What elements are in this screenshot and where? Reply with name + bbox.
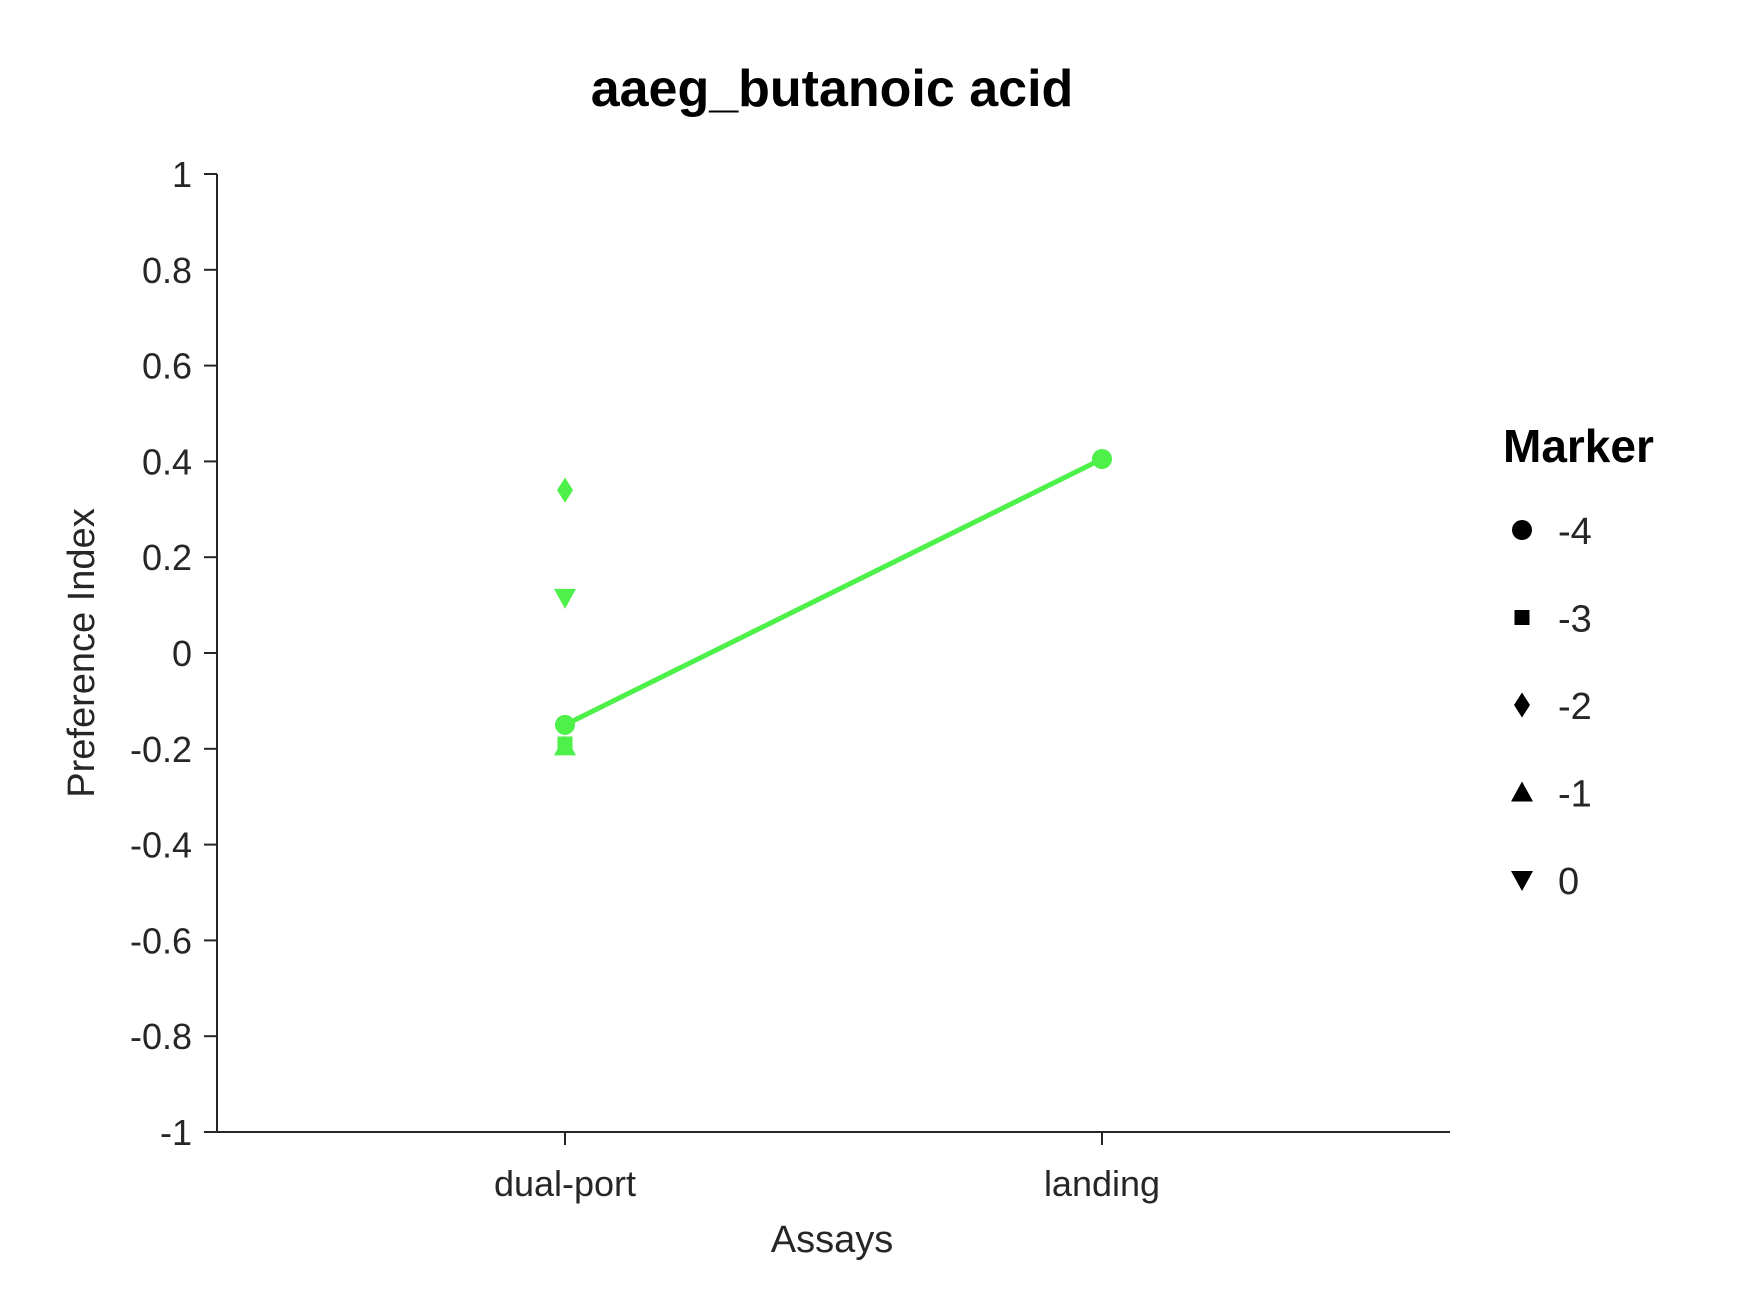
y-tick-label: 0 bbox=[172, 633, 192, 674]
legend-marker-diamond bbox=[1514, 692, 1530, 718]
legend-title: Marker bbox=[1503, 420, 1654, 472]
x-axis-label: Assays bbox=[771, 1219, 893, 1261]
legend-label: -3 bbox=[1558, 599, 1592, 641]
y-axis-label: Preference Index bbox=[61, 508, 103, 797]
data-point-diamond bbox=[557, 477, 573, 503]
legend-label: -4 bbox=[1558, 511, 1592, 553]
axes: 1 0.8 0.6 0.4 0.2 0 -0.2 -0.4 -0.6 -0.8 -1 dual-por… bbox=[130, 154, 1450, 1204]
chart-title: aaeg_butanoic acid bbox=[591, 60, 1074, 118]
y-tick-label: -0.6 bbox=[130, 920, 192, 961]
series bbox=[554, 449, 1112, 756]
y-tick-label: -0.2 bbox=[130, 729, 192, 770]
y-tick-label: -0.4 bbox=[130, 825, 192, 866]
legend-label: 0 bbox=[1558, 861, 1579, 903]
y-tick-label: 0.6 bbox=[142, 346, 192, 387]
y-tick-label: 1 bbox=[172, 154, 192, 195]
data-point-circle bbox=[555, 714, 575, 735]
legend-label: -1 bbox=[1558, 774, 1592, 816]
y-tick-label: 0.8 bbox=[142, 250, 192, 291]
x-tick-label: dual-port bbox=[494, 1163, 636, 1204]
y-tick-label: 0.4 bbox=[142, 441, 192, 482]
data-point-triangle-down bbox=[554, 588, 576, 609]
legend-marker-triangle-down bbox=[1511, 871, 1533, 891]
legend-marker-circle bbox=[1512, 520, 1532, 540]
y-tick-label: -0.8 bbox=[130, 1016, 192, 1057]
data-point-circle bbox=[1092, 449, 1112, 470]
legend: -4 -3 -2 -1 0 bbox=[1511, 511, 1592, 903]
series-line bbox=[563, 456, 1104, 728]
legend-marker-square bbox=[1514, 610, 1530, 625]
data-point-square bbox=[557, 736, 573, 752]
x-tick-label: landing bbox=[1044, 1163, 1160, 1204]
legend-marker-triangle-up bbox=[1511, 781, 1533, 802]
legend-label: -2 bbox=[1558, 686, 1592, 728]
y-tick-label: 0.2 bbox=[142, 537, 192, 578]
y-tick-label: -1 bbox=[160, 1112, 192, 1153]
